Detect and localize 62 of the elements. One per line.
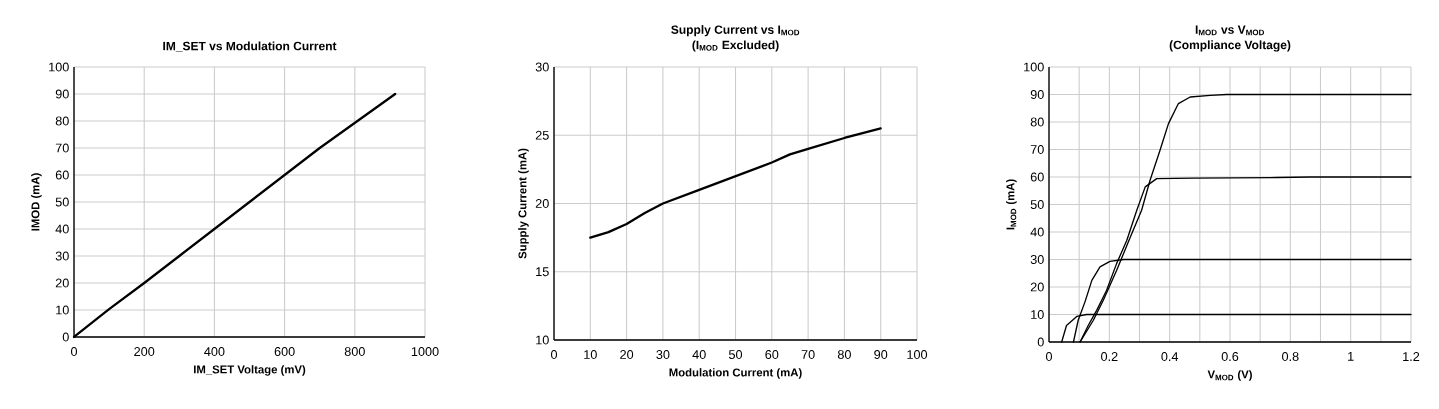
y-tick-label: 20 [1030, 282, 1044, 292]
y-axis-title: Supply Current (mA) [518, 148, 529, 259]
x-axis-title: V$_{MOD}$ (V) [1207, 370, 1252, 381]
x-tick-label: 400 [204, 347, 225, 356]
y-tick-label: 30 [1030, 255, 1044, 264]
y-tick-label: 60 [55, 170, 69, 180]
y-tick-label: 15 [536, 267, 549, 277]
x-tick-label: 1000 [411, 347, 439, 356]
y-tick-label: 10 [1031, 310, 1044, 319]
x-tick-label: 0.8 [1282, 352, 1299, 361]
y-tick-label: 80 [55, 116, 69, 126]
x-tick-label: 50 [728, 350, 743, 359]
y-tick-label: 50 [55, 197, 69, 207]
x-tick-label: 60 [765, 350, 779, 359]
y-tick-label: 90 [1030, 90, 1044, 99]
x-tick-label: 1 [1348, 352, 1354, 361]
chart-title: IM_SET vs Modulation Current [163, 41, 337, 52]
x-tick-label: 40 [692, 350, 706, 359]
chart-subtitle: (Compliance Voltage) [1169, 40, 1291, 52]
y-tick-label: 80 [1030, 117, 1044, 127]
x-tick-label: 800 [344, 347, 365, 356]
x-tick-label: 0 [1045, 352, 1053, 361]
x-tick-label: 100 [907, 350, 928, 359]
x-tick-label: 0.2 [1101, 352, 1118, 361]
y-tick-label: 30 [55, 251, 69, 261]
x-axis-title: IM_SET Voltage (mV) [194, 365, 306, 376]
chart-subtitle: (I$_{MOD}$ Excluded) [692, 40, 779, 52]
x-tick-label: 1.2 [1403, 352, 1420, 361]
chart-title: Supply Current vs I$_{MOD}$ [671, 25, 800, 37]
y-tick-label: 70 [1030, 145, 1044, 154]
x-tick-label: 0.6 [1221, 352, 1239, 361]
y-tick-label: 20 [55, 278, 69, 288]
x-tick-label: 80 [837, 350, 851, 359]
y-tick-label: 0 [1037, 337, 1044, 347]
x-axis-title: Modulation Current (mA) [669, 368, 802, 379]
y-axis-title: IMOD (mA) [31, 173, 42, 231]
y-tick-label: 90 [55, 89, 69, 99]
y-tick-label: 40 [55, 224, 69, 234]
x-tick-label: 70 [801, 350, 815, 359]
x-tick-label: 90 [874, 350, 888, 359]
y-tick-label: 100 [1024, 62, 1044, 72]
y-tick-label: 10 [536, 335, 549, 345]
y-axis-title: I$_{MOD}$ (mA) [1006, 179, 1017, 230]
y-tick-label: 70 [55, 143, 69, 153]
y-tick-label: 10 [56, 305, 69, 315]
y-tick-label: 40 [1030, 227, 1044, 237]
x-tick-label: 600 [274, 347, 295, 356]
x-tick-label: 200 [134, 347, 155, 356]
x-tick-label: 10 [584, 350, 597, 359]
x-tick-label: 30 [656, 350, 670, 359]
chart-title: I$_{MOD}$ vs V$_{MOD}$ [1195, 25, 1265, 36]
x-tick-label: 0 [70, 347, 78, 356]
x-tick-label: 0.4 [1161, 352, 1179, 361]
x-tick-label: 0 [550, 350, 558, 359]
y-tick-label: 20 [535, 199, 549, 208]
y-tick-label: 100 [49, 62, 69, 72]
y-tick-label: 30 [535, 62, 549, 72]
y-tick-label: 60 [1030, 172, 1044, 182]
y-tick-label: 25 [535, 130, 549, 140]
y-tick-label: 0 [62, 332, 69, 342]
y-tick-label: 50 [1030, 200, 1044, 209]
x-tick-label: 20 [620, 350, 634, 359]
